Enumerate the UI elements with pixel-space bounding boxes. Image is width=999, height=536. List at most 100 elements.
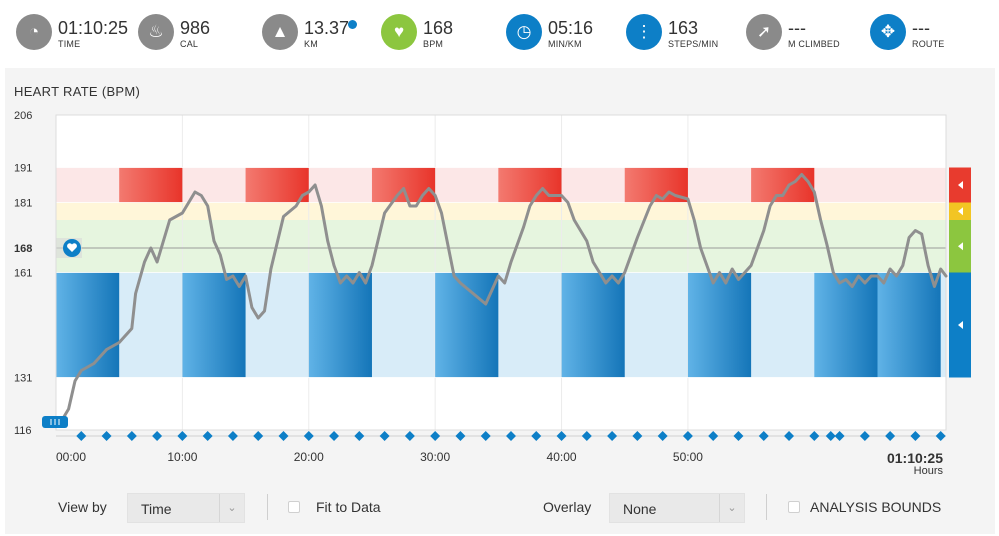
high-interval-block xyxy=(245,167,309,203)
y-tick-label: 131 xyxy=(14,373,32,385)
lap-marker xyxy=(885,431,896,441)
zone-arrow-icon xyxy=(958,321,963,329)
edit-pencil-icon[interactable] xyxy=(348,20,357,29)
lap-marker xyxy=(101,431,112,441)
lap-marker xyxy=(227,431,238,441)
lap-marker xyxy=(152,431,163,441)
lap-marker xyxy=(202,431,213,441)
lap-marker xyxy=(825,431,836,441)
lap-marker xyxy=(758,431,769,441)
high-interval-block xyxy=(498,167,562,203)
lap-marker xyxy=(531,431,542,441)
overlay-label: Overlay xyxy=(543,499,592,515)
hr-zone-band xyxy=(56,202,946,220)
x-tick-label: 10:00 xyxy=(167,450,197,464)
lap-marker xyxy=(708,431,719,441)
stat-label: TIME xyxy=(58,39,81,49)
lap-marker xyxy=(253,431,264,441)
chevron-down-icon: ⌄ xyxy=(719,494,744,522)
zone-arrow-icon xyxy=(958,207,963,216)
lap-marker xyxy=(455,431,466,441)
lap-marker xyxy=(126,431,137,441)
lap-marker xyxy=(682,431,693,441)
y-tick-label: 168 xyxy=(14,243,32,255)
stat-value: 05:16 xyxy=(548,18,594,38)
stopwatch-icon: ◔ xyxy=(16,14,52,50)
chart-title: HEART RATE (BPM) xyxy=(14,84,141,99)
lap-marker xyxy=(354,431,365,441)
fit-to-data-label: Fit to Data xyxy=(316,499,381,515)
analysis-bounds-label: ANALYSIS BOUNDS xyxy=(810,499,942,515)
low-interval-block xyxy=(308,272,372,378)
road-icon: ▲ xyxy=(262,14,298,50)
divider xyxy=(267,494,268,520)
low-interval-block xyxy=(561,272,625,378)
stat-value: --- xyxy=(912,18,930,38)
stat-label: M CLIMBED xyxy=(788,39,840,49)
y-tick-label: 181 xyxy=(14,198,32,210)
stat-value: 13.37 xyxy=(304,18,350,38)
route-icon: ✥ xyxy=(870,14,906,50)
lap-marker xyxy=(430,431,441,441)
footsteps-icon: ⋮ xyxy=(626,14,662,50)
view-by-value: Time xyxy=(141,501,172,517)
stat-value: 168 xyxy=(423,18,454,38)
low-interval-block xyxy=(877,272,941,378)
view-by-label: View by xyxy=(58,499,107,515)
zone-arrow-icon xyxy=(958,181,963,189)
stat-label: KM xyxy=(304,39,318,49)
high-interval-block xyxy=(119,167,183,203)
lap-marker xyxy=(657,431,668,441)
high-interval-block xyxy=(371,167,436,203)
lap-marker xyxy=(177,431,188,441)
overlay-value: None xyxy=(623,501,657,517)
lap-marker xyxy=(733,431,744,441)
y-tick-label: 161 xyxy=(14,268,32,280)
y-tick-label: 191 xyxy=(14,163,32,175)
overlay-select[interactable]: None ⌄ xyxy=(609,493,745,523)
lap-marker xyxy=(76,431,87,441)
lap-marker xyxy=(303,431,314,441)
zone-arrow-icon xyxy=(958,242,963,251)
flame-icon: ♨ xyxy=(138,14,174,50)
x-tick-label: 20:00 xyxy=(294,450,324,464)
x-tick-label: 30:00 xyxy=(420,450,450,464)
stat-value: --- xyxy=(788,18,806,38)
stat-value: 01:10:25 xyxy=(58,18,129,38)
high-interval-block xyxy=(751,167,815,203)
x-tick-label: 00:00 xyxy=(56,450,86,464)
low-interval-block xyxy=(814,272,878,378)
plot-frame xyxy=(55,114,947,431)
lap-marker xyxy=(480,431,491,441)
y-tick-label: 116 xyxy=(14,425,32,437)
lap-marker xyxy=(935,431,946,441)
lap-marker xyxy=(859,431,870,441)
hr-zone-band xyxy=(56,248,946,273)
end-time-label: 01:10:25 xyxy=(887,450,943,466)
view-by-select[interactable]: Time ⌄ xyxy=(127,493,245,523)
stat-label: MIN/KM xyxy=(548,39,582,49)
x-tick-label: 40:00 xyxy=(547,450,577,464)
y-tick-label: 206 xyxy=(14,110,32,122)
stat-label: CAL xyxy=(180,39,199,49)
low-interval-block xyxy=(182,272,246,378)
lap-marker xyxy=(329,431,340,441)
heart-icon xyxy=(67,243,77,252)
stat-label: ROUTE xyxy=(912,39,945,49)
analysis-bounds-checkbox[interactable] xyxy=(788,501,800,513)
chevron-down-icon: ⌄ xyxy=(219,494,244,522)
stats-bar: ◔ 01:10:25 TIME ♨ 986 CAL ▲ 13.37 KM ♥ 168 BPM ◷ 05:1… xyxy=(0,0,999,66)
stat-value: 163 xyxy=(668,18,699,38)
low-interval-block xyxy=(56,272,120,378)
climb-arrow-icon: ➚ xyxy=(746,14,782,50)
lap-marker xyxy=(505,431,516,441)
chart-controls: View by Time ⌄ Fit to Data Overlay None … xyxy=(0,490,999,526)
stat-value: 986 xyxy=(180,18,211,38)
fit-to-data-checkbox[interactable] xyxy=(288,501,300,513)
hr-zone-band xyxy=(56,220,946,248)
lap-marker xyxy=(607,431,618,441)
speedometer-icon: ◷ xyxy=(506,14,542,50)
x-tick-label: 50:00 xyxy=(673,450,703,464)
lap-marker xyxy=(910,431,921,441)
